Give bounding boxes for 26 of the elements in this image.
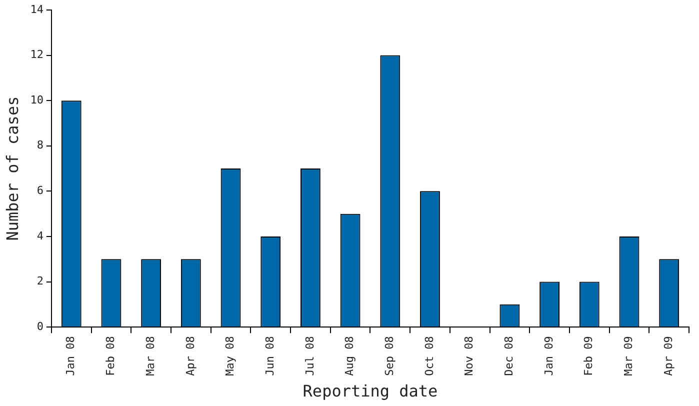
x-tick-label: Jan 08: [64, 336, 78, 376]
x-tick-label: Mar 08: [144, 336, 157, 376]
x-tick-label: Nov 08: [462, 336, 476, 376]
y-tick-label: 6: [36, 184, 44, 198]
x-tick-label: Apr 09: [662, 336, 675, 376]
x-tick-label: Oct 08: [422, 336, 436, 376]
x-tick-label: Aug 08: [343, 336, 356, 376]
x-tick-label: Jun 08: [263, 336, 276, 376]
y-tick-label: 12: [30, 48, 44, 62]
y-tick-label: 0: [36, 320, 44, 333]
x-axis-title: Reporting date: [302, 382, 438, 401]
y-axis-title: Number of cases: [2, 96, 22, 241]
x-tick-label: Feb 08: [104, 336, 118, 376]
y-tick-label: 10: [30, 93, 44, 106]
x-tick-label: Sep 08: [383, 336, 396, 376]
x-tick-label: Feb 09: [582, 336, 596, 376]
x-tick-label: Jan 09: [542, 336, 556, 376]
x-tick-label: May 08: [224, 336, 237, 376]
x-tick-label: Apr 08: [184, 336, 197, 376]
x-tick-label: Jul 08: [303, 336, 316, 376]
x-tick-label: Mar 09: [622, 336, 636, 376]
y-tick-label: 8: [36, 138, 44, 152]
x-tick-label: Dec 08: [502, 336, 516, 376]
y-tick-label: 4: [36, 229, 44, 242]
y-tick-label: 2: [36, 274, 44, 288]
y-tick-label: 14: [30, 2, 44, 16]
